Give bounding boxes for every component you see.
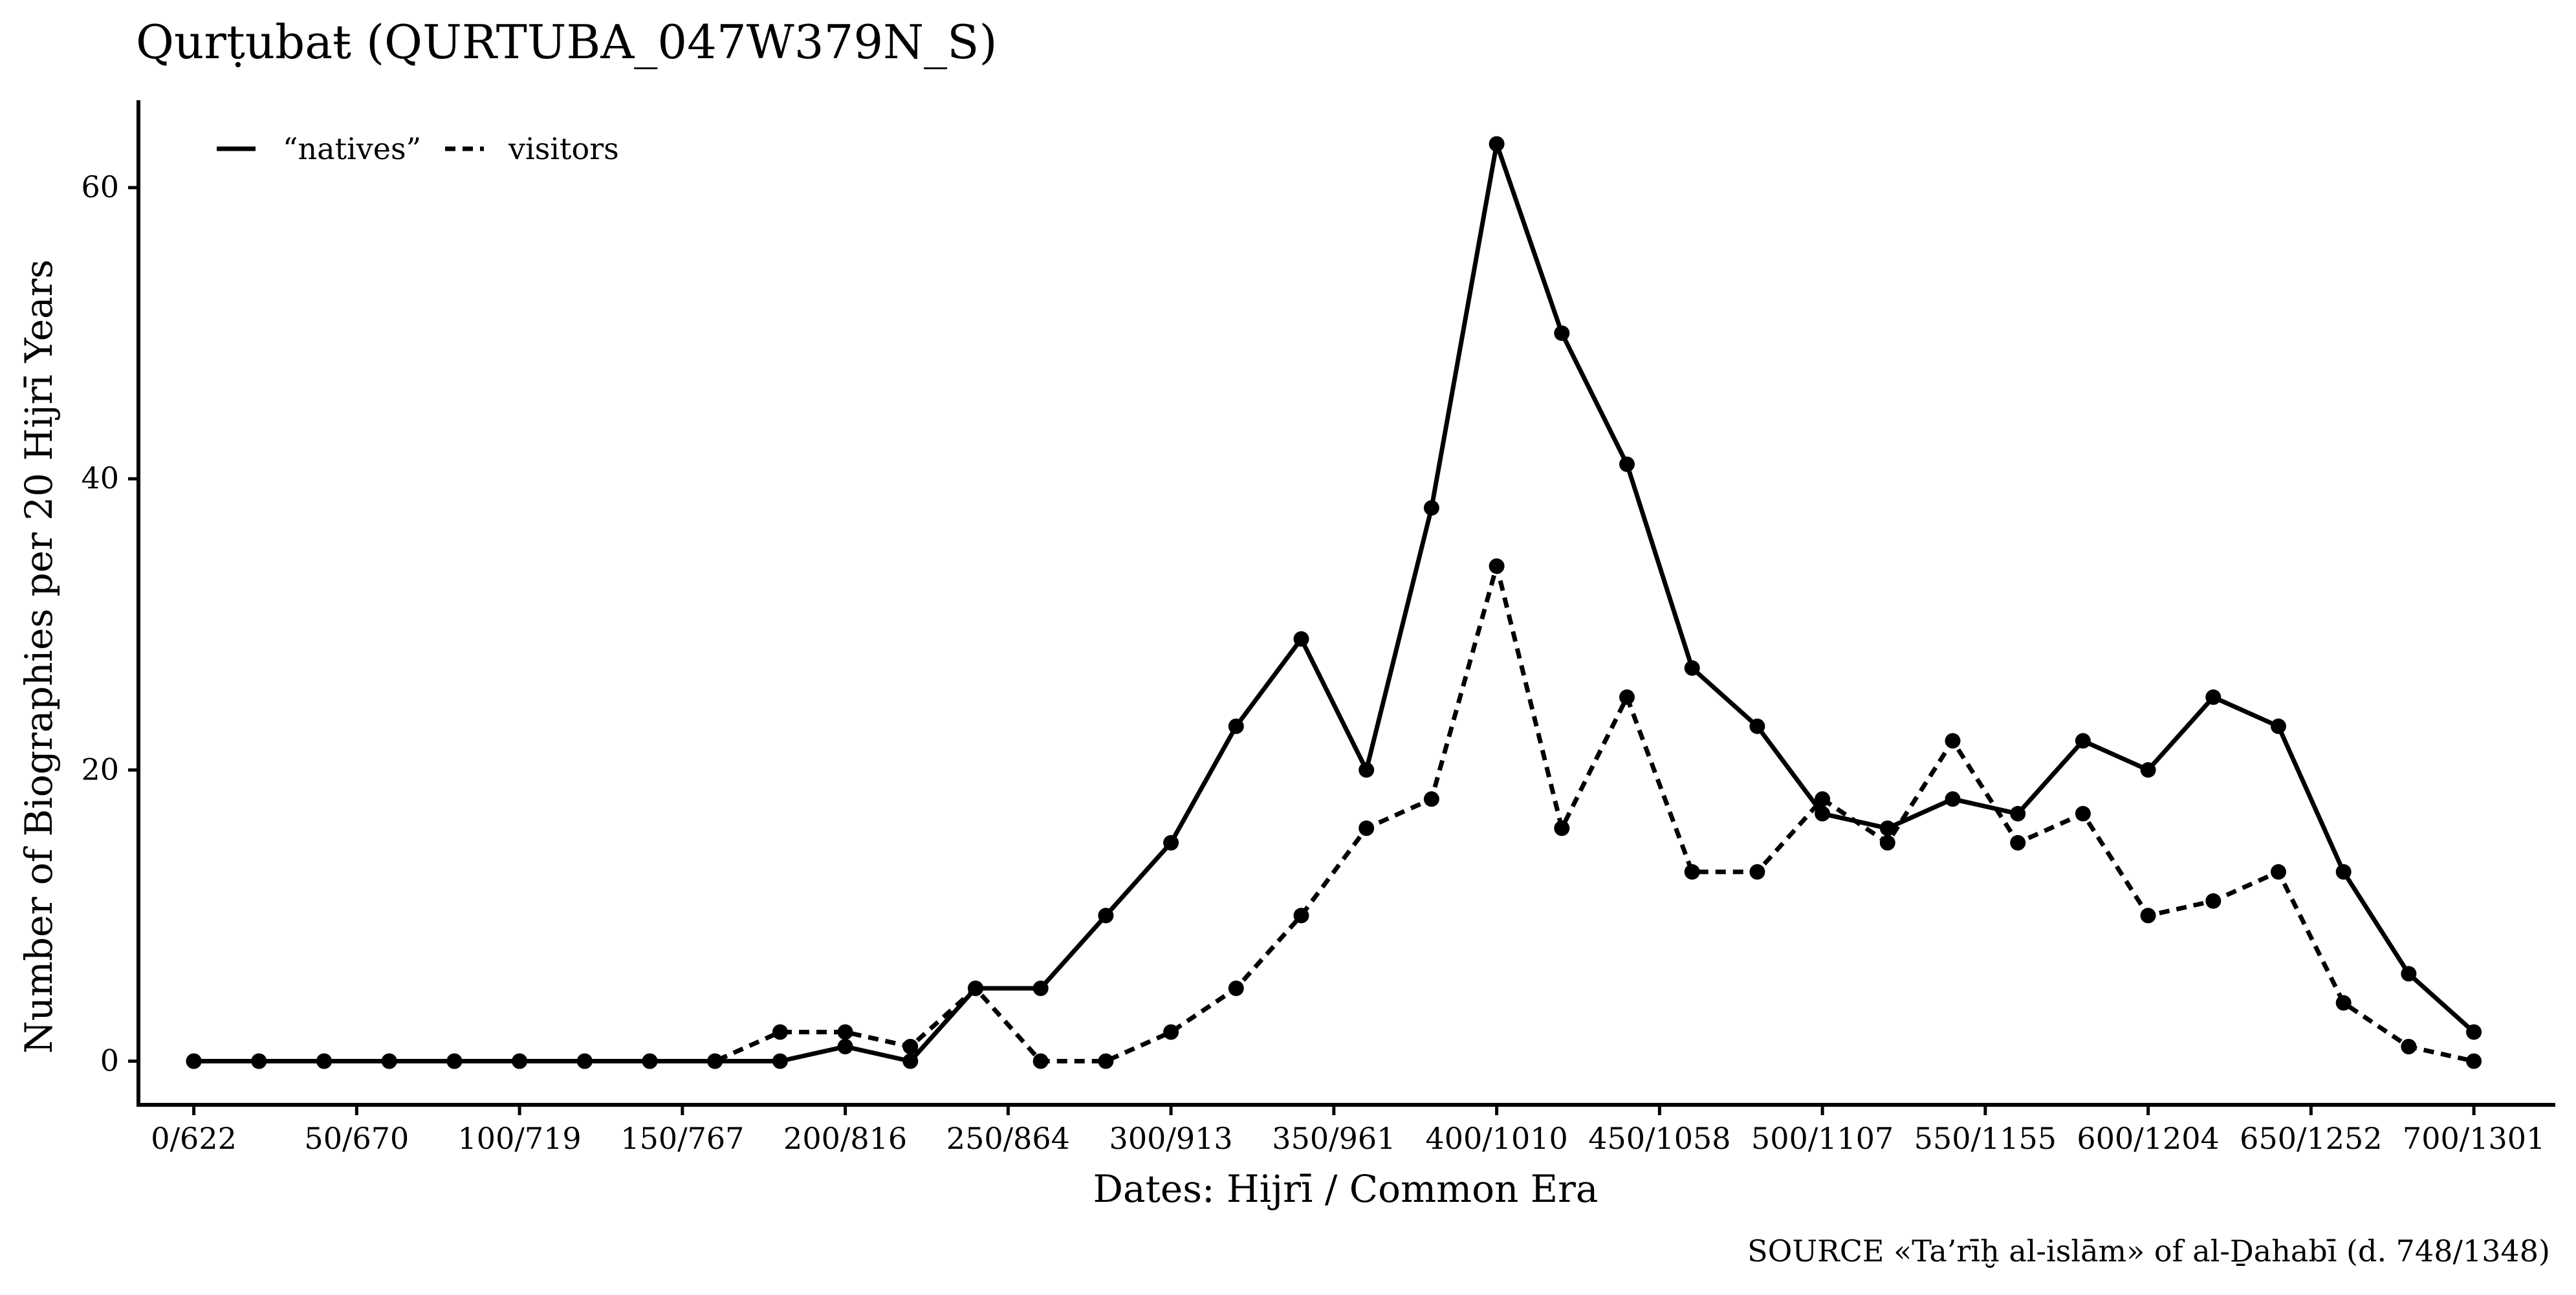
y-tick-label: 40 <box>81 461 119 495</box>
data-point-visitors <box>1228 980 1244 996</box>
legend-label-visitors: visitors <box>508 131 619 166</box>
data-point-visitors <box>1879 834 1895 851</box>
x-tick-label: 100/719 <box>458 1121 582 1156</box>
data-point-natives <box>902 1053 919 1069</box>
y-ticks: 0 20 40 60 <box>81 169 138 1078</box>
data-point-natives <box>1554 325 1570 342</box>
x-tick-label: 400/1010 <box>1425 1121 1567 1156</box>
x-tick-label: 50/670 <box>304 1121 409 1156</box>
data-point-natives <box>707 1053 723 1069</box>
data-point-natives <box>1163 834 1179 851</box>
data-point-visitors <box>1359 820 1375 836</box>
data-point-visitors <box>2401 1039 2417 1054</box>
data-point-natives <box>1228 718 1244 734</box>
legend-label-natives: “natives” <box>283 131 421 166</box>
series-line-visitors <box>193 563 2474 1063</box>
data-point-natives <box>2140 762 2156 778</box>
data-point-visitors <box>1945 733 1961 749</box>
data-point-visitors <box>1489 558 1505 574</box>
x-tick-label: 0/622 <box>151 1121 237 1156</box>
x-ticks: 0/622 50/670 100/719 150/767 200/816 250/864 3… <box>151 1105 2545 1156</box>
x-tick-label: 700/1301 <box>2403 1121 2545 1156</box>
x-tick-label: 200/816 <box>783 1121 907 1156</box>
source-caption: SOURCE «Ta’rīḫ al-islām» of al-Ḏahabī (d… <box>1747 1234 2550 1268</box>
data-point-visitors <box>1293 908 1309 924</box>
series-layer <box>186 136 2482 1069</box>
data-point-visitors <box>1554 820 1570 836</box>
axes <box>136 100 2555 1107</box>
data-point-visitors <box>2205 893 2221 909</box>
data-point-natives <box>2075 733 2091 749</box>
data-point-natives <box>1423 500 1439 516</box>
legend: “natives” visitors <box>217 131 619 166</box>
data-point-natives <box>1489 136 1505 152</box>
data-point-natives <box>316 1053 332 1069</box>
x-tick-label: 600/1204 <box>2077 1121 2219 1156</box>
data-point-natives <box>2401 966 2417 982</box>
data-point-natives <box>1879 820 1895 836</box>
data-point-natives <box>1098 908 1114 924</box>
data-point-visitors <box>837 1024 853 1040</box>
data-point-natives <box>1293 631 1309 647</box>
data-point-visitors <box>2271 864 2286 880</box>
x-tick-label: 500/1107 <box>1751 1121 1894 1156</box>
x-tick-label: 250/864 <box>946 1121 1070 1156</box>
data-point-visitors <box>1032 1053 1049 1069</box>
data-point-visitors <box>2335 995 2352 1011</box>
x-tick-label: 150/767 <box>620 1121 744 1156</box>
chart-title: Qurṭubaŧ (QURTUBA_047W379N_S) <box>136 15 998 69</box>
x-tick-label: 450/1058 <box>1588 1121 1730 1156</box>
data-point-natives <box>2466 1024 2482 1040</box>
data-point-visitors <box>2075 805 2091 822</box>
data-point-visitors <box>1423 791 1439 807</box>
data-point-natives <box>837 1039 853 1054</box>
data-point-natives <box>186 1053 202 1069</box>
data-point-natives <box>251 1053 267 1069</box>
y-tick-label: 0 <box>100 1043 119 1078</box>
data-point-visitors <box>902 1039 919 1054</box>
data-point-natives <box>1749 718 1765 734</box>
data-point-visitors <box>1684 864 1700 880</box>
data-point-natives <box>968 980 983 996</box>
data-point-visitors <box>2010 834 2026 851</box>
data-point-natives <box>1359 762 1375 778</box>
data-point-visitors <box>2140 908 2156 924</box>
x-axis-label: Dates: Hijrī / Common Era <box>1093 1167 1599 1211</box>
data-point-natives <box>1945 791 1961 807</box>
data-point-visitors <box>772 1024 788 1040</box>
y-axis-label: Number of Biographies per 20 Hijrī Years <box>17 259 61 1054</box>
x-tick-label: 650/1252 <box>2240 1121 2382 1156</box>
x-tick-label: 350/961 <box>1272 1121 1395 1156</box>
data-point-visitors <box>1098 1053 1114 1069</box>
data-point-visitors <box>1749 864 1765 880</box>
data-point-visitors <box>1163 1024 1179 1040</box>
data-point-natives <box>381 1053 397 1069</box>
data-point-natives <box>642 1053 658 1069</box>
series-line-natives <box>193 142 2476 1063</box>
data-point-natives <box>576 1053 593 1069</box>
data-point-visitors <box>1815 791 1831 807</box>
data-point-natives <box>772 1053 788 1069</box>
data-point-natives <box>1032 980 1049 996</box>
x-tick-label: 550/1155 <box>1914 1121 2057 1156</box>
y-tick-label: 60 <box>81 169 119 204</box>
data-point-visitors <box>2466 1053 2482 1069</box>
data-point-natives <box>446 1053 463 1069</box>
x-tick-label: 300/913 <box>1109 1121 1233 1156</box>
data-point-natives <box>1619 456 1635 472</box>
data-point-natives <box>1815 805 1831 822</box>
data-point-natives <box>2335 864 2352 880</box>
data-point-visitors <box>1619 689 1635 705</box>
data-point-natives <box>2271 718 2286 734</box>
data-point-natives <box>1684 660 1700 676</box>
data-point-natives <box>512 1053 528 1069</box>
y-tick-label: 20 <box>81 752 119 787</box>
data-point-natives <box>2205 689 2221 705</box>
data-point-natives <box>2010 805 2026 822</box>
